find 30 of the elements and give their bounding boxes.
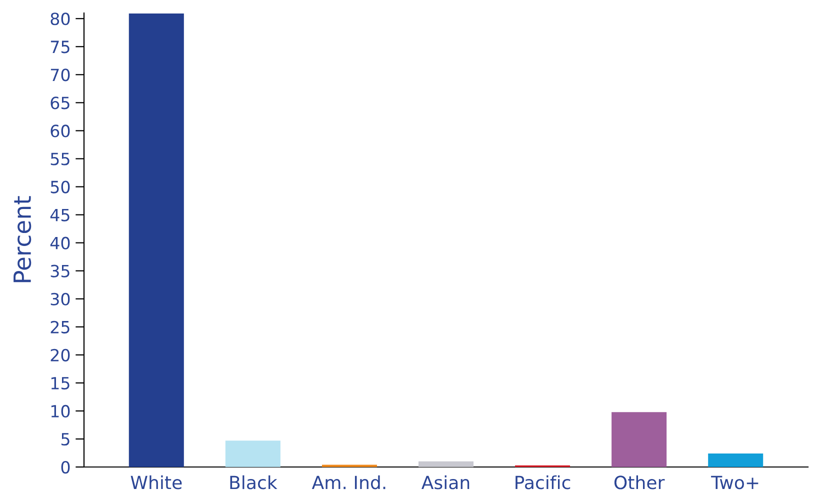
x-tick-label: Asian (422, 475, 470, 490)
x-tick-label: White (130, 475, 182, 490)
y-tick-label: 70 (50, 68, 70, 82)
y-tick-label: 0 (61, 460, 70, 474)
y-tick-label: 30 (50, 292, 70, 306)
y-tick-label: 60 (50, 124, 70, 138)
y-tick-label: 65 (50, 96, 70, 110)
bar (128, 14, 184, 467)
y-tick-label: 45 (50, 208, 70, 222)
y-tick-label: 55 (50, 152, 70, 166)
y-tick-label: 10 (51, 404, 70, 418)
x-tick-label: Two+ (711, 476, 758, 490)
y-tick-label: 15 (51, 377, 70, 390)
y-tick-label: 35 (50, 264, 70, 278)
y-tick-label: 80 (50, 12, 70, 26)
x-tick-label: Other (614, 475, 665, 490)
y-tick-label: 50 (50, 180, 70, 194)
y-tick-label: 75 (50, 40, 70, 54)
bar (225, 440, 280, 467)
x-tick-label: Black (230, 475, 278, 490)
y-tick-label: 5 (61, 433, 70, 446)
bar (612, 412, 667, 467)
y-axis-title: Percent (14, 196, 32, 282)
y-tick-label: 40 (50, 236, 70, 250)
bar (418, 461, 474, 467)
x-tick-label: Pacific (516, 475, 570, 490)
y-tick-label: 20 (50, 348, 70, 362)
bar (708, 454, 764, 467)
y-tick-label: 25 (50, 320, 70, 334)
x-tick-label: Am. Ind. (312, 475, 386, 490)
